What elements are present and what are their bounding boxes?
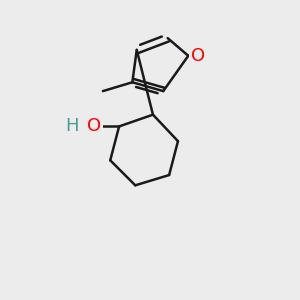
Text: O: O <box>190 47 205 65</box>
Text: H: H <box>65 117 79 135</box>
Text: O: O <box>87 117 101 135</box>
